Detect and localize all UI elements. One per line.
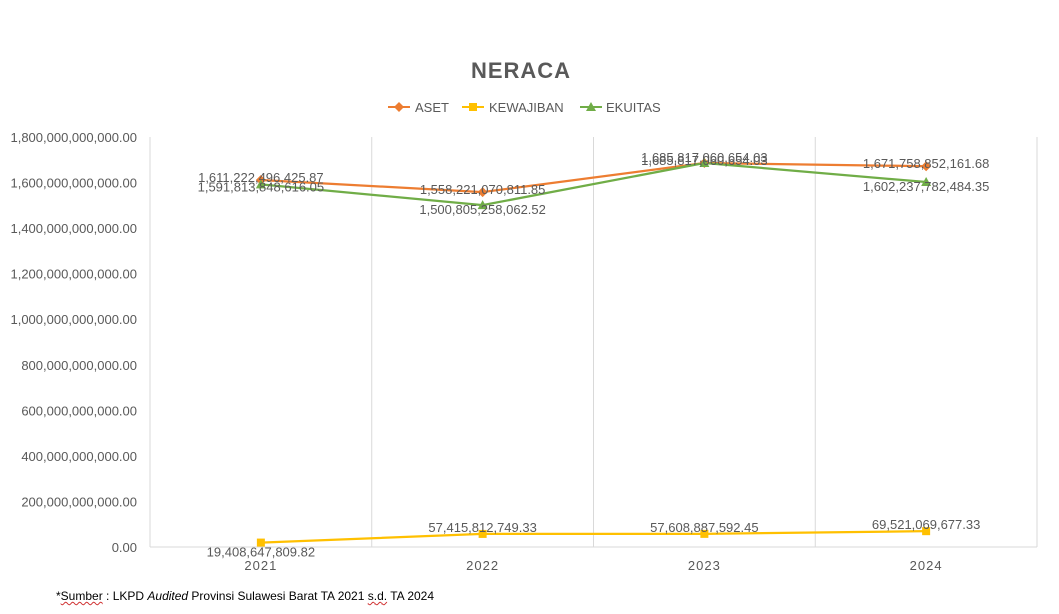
legend-item-kewajiban: KEWAJIBAN [462, 100, 564, 115]
data-label-aset: 1,558,221,070,811.85 [420, 182, 546, 197]
data-label-kewajiban: 69,521,069,677.33 [872, 517, 980, 532]
series-line-aset [260, 161, 927, 194]
legend-item-ekuitas: EKUITAS [580, 100, 661, 115]
legend-marker-icon [469, 103, 477, 111]
x-tick-label: 2024 [910, 558, 943, 573]
legend-marker-icon [394, 102, 404, 112]
y-tick-label: 0.00 [112, 540, 137, 555]
series-lines [260, 161, 927, 544]
y-tick-label: 1,600,000,000,000.00 [10, 176, 137, 191]
data-point-kewajiban [256, 538, 265, 547]
y-tick-label: 600,000,000,000.00 [21, 403, 137, 418]
legend-marker-icon [586, 102, 596, 111]
y-tick-label: 1,000,000,000,000.00 [10, 312, 137, 327]
source-note-sumber: Sumber [60, 589, 103, 603]
y-axis: 0.00 200,000,000,000.00 400,000,000,000.00… [10, 130, 137, 555]
y-tick-label: 1,400,000,000,000.00 [10, 221, 137, 236]
series-line-kewajiban [260, 530, 927, 544]
data-point-ekuitas [255, 179, 266, 189]
data-label-kewajiban: 57,415,812,749.33 [428, 520, 536, 535]
data-point-kewajiban [700, 529, 709, 538]
data-point-aset [477, 187, 488, 198]
data-label-kewajiban: 19,408,647,809.82 [207, 545, 315, 560]
data-point-ekuitas [921, 177, 932, 187]
y-tick-label: 1,200,000,000,000.00 [10, 267, 137, 282]
x-axis: 2021 2022 2023 2024 [244, 558, 943, 573]
x-tick-label: 2022 [466, 558, 499, 573]
data-point-kewajiban [478, 529, 487, 538]
data-point-kewajiban [922, 527, 931, 536]
data-label-aset: 1,611,222,496,425.87 [198, 170, 324, 185]
x-tick-label: 2021 [244, 558, 277, 573]
y-tick-label: 1,800,000,000,000.00 [10, 130, 137, 145]
data-label-kewajiban: 57,608,887,592.45 [650, 520, 758, 535]
data-label-ekuitas: 1,685,817,060,654.03 [641, 150, 768, 165]
chart-title: NERACA [471, 58, 571, 83]
data-label-ekuitas: 1,500,805,258,062.52 [419, 202, 546, 217]
data-point-ekuitas [477, 200, 488, 210]
source-note-part3: TA 2024 [387, 589, 435, 603]
series-markers [255, 158, 932, 547]
source-note-part2: Provinsi Sulawesi Barat TA 2021 [188, 589, 368, 603]
legend-label: KEWAJIBAN [489, 100, 564, 115]
data-label-aset: 1,685,817,060,654.03 [641, 153, 768, 168]
source-note-audited: Audited [147, 589, 189, 603]
data-point-ekuitas [699, 158, 710, 168]
x-tick-label: 2023 [688, 558, 721, 573]
data-label-ekuitas: 1,591,813,848,616.05 [198, 179, 325, 194]
y-tick-label: 400,000,000,000.00 [21, 449, 137, 464]
source-note-part1: : LKPD [102, 589, 148, 603]
series-line-ekuitas [260, 161, 927, 207]
legend-label: ASET [415, 100, 449, 115]
data-labels: 1,611,222,496,425.87 1,558,221,070,811.85… [198, 150, 990, 560]
source-note: *Sumber : LKPD Audited Provinsi Sulawesi… [56, 589, 434, 603]
chart-gridlines [149, 137, 1038, 548]
legend-label: EKUITAS [606, 100, 661, 115]
y-tick-label: 200,000,000,000.00 [21, 494, 137, 509]
y-tick-label: 800,000,000,000.00 [21, 358, 137, 373]
data-label-aset: 1,671,758,852,161.68 [863, 156, 990, 171]
data-label-ekuitas: 1,602,237,782,484.35 [863, 179, 990, 194]
legend-item-aset: ASET [388, 100, 449, 115]
source-note-prefix: * [56, 589, 61, 603]
source-note-sd: s.d. [367, 589, 388, 603]
data-point-aset [921, 161, 932, 172]
chart-legend: ASET KEWAJIBAN EKUITAS [388, 100, 661, 115]
